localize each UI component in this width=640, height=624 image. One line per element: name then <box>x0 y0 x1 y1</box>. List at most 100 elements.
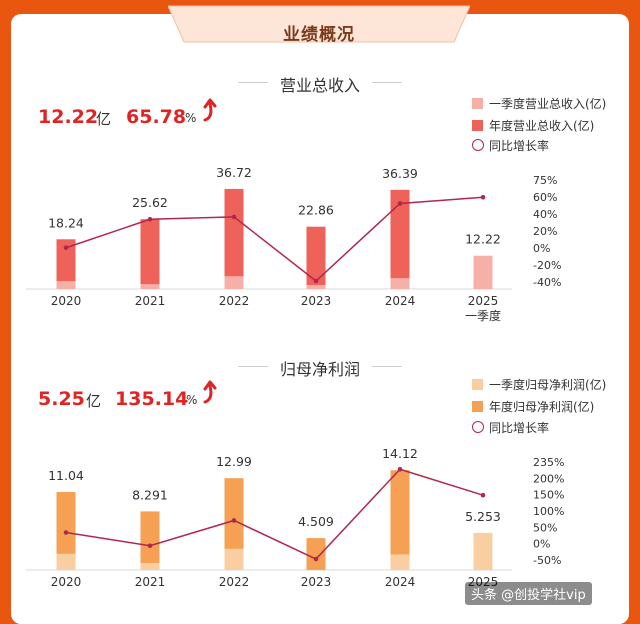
bar-data-label: 18.24 <box>48 215 84 230</box>
growth-rate-point <box>63 530 69 535</box>
annual-bar <box>140 219 160 289</box>
revenue-kpi-unit: 亿 <box>96 110 112 128</box>
quarter-bar <box>140 562 160 570</box>
bar-data-label: 12.99 <box>216 454 252 469</box>
x-tick-label: 2025 <box>468 575 499 589</box>
right-axis-tick-label: 20% <box>533 225 557 238</box>
quarter-bar <box>224 548 244 570</box>
growth-rate-point <box>147 543 153 549</box>
legend-swatch <box>472 98 483 109</box>
annual-bar <box>56 239 76 289</box>
right-axis-tick-label: -40% <box>533 276 561 289</box>
legend-swatch <box>472 401 483 412</box>
x-tick-label: 2020 <box>51 294 82 308</box>
quarter-bar <box>390 554 410 570</box>
growth-rate-point <box>313 278 319 284</box>
right-axis-tick-label: 50% <box>533 521 557 534</box>
bar-data-label: 4.509 <box>298 514 334 529</box>
legend-swatch <box>472 120 483 131</box>
x-tick-label: 2022 <box>219 575 250 589</box>
bar-data-label: 36.72 <box>216 165 252 180</box>
growth-rate-point <box>147 216 153 222</box>
right-axis-tick-label: -50% <box>533 554 561 567</box>
annual-bar <box>140 511 160 570</box>
bar-data-label: 14.12 <box>382 446 418 461</box>
revenue-kpi-growth-unit: % <box>185 111 197 125</box>
bar-data-label: 11.04 <box>48 468 84 483</box>
quarter-bar <box>473 532 493 570</box>
annual-bar <box>306 538 326 570</box>
annual-bar <box>306 226 326 289</box>
x-tick-label: 2021 <box>135 575 166 589</box>
x-tick-label: 2023 <box>301 575 332 589</box>
legend-swatch <box>472 379 483 390</box>
annual-bar <box>390 189 410 289</box>
title-divider-right <box>372 82 402 83</box>
x-tick-label: 2024 <box>385 294 416 308</box>
growth-rate-point <box>313 556 319 562</box>
quarter-bar <box>224 276 244 289</box>
growth-rate-line <box>65 468 484 560</box>
revenue-kpi-growth: 65.78 <box>126 106 187 128</box>
growth-rate-point <box>480 492 486 498</box>
bar-data-label: 25.62 <box>132 195 168 210</box>
profit-kpi-growth-unit: % <box>186 393 198 407</box>
growth-rate-point <box>63 245 69 251</box>
growth-arrow-icon <box>203 380 217 404</box>
growth-rate-point <box>397 201 403 206</box>
legend-label: 一季度营业总收入(亿) <box>489 97 607 111</box>
right-axis-tick-label: 60% <box>533 191 557 204</box>
x-tick-label: 2020 <box>51 575 82 589</box>
x-tick-label: 2022 <box>219 294 250 308</box>
growth-rate-line <box>65 196 484 282</box>
right-axis-tick-label: 0% <box>533 242 550 255</box>
legend-label: 同比增长率 <box>489 139 550 153</box>
x-tick-label: 2023 <box>301 294 332 308</box>
profit-kpi-growth: 135.14 <box>115 388 189 410</box>
x-tick-label: 一季度 <box>465 308 501 323</box>
revenue-section-title: 营业总收入 <box>279 76 360 95</box>
bar-data-label: 5.253 <box>465 509 501 524</box>
right-axis-tick-label: 235% <box>533 456 564 469</box>
revenue-chart: 18.24 2020 25.62 2021 36.72 2022 22.86 2023 36.3… <box>26 165 561 323</box>
growth-rate-point <box>480 194 486 200</box>
x-tick-label: 2024 <box>385 575 416 589</box>
watermark: 头条 @创投学社vip <box>465 582 592 605</box>
right-axis-tick-label: 200% <box>533 472 564 485</box>
growth-rate-point <box>397 466 403 472</box>
legend-label: 同比增长率 <box>489 421 550 435</box>
profit-kpi-value: 5.25 <box>38 388 85 410</box>
quarter-bar <box>140 284 160 289</box>
right-axis-tick-label: 0% <box>533 538 550 551</box>
right-axis-tick-label: -20% <box>533 259 561 272</box>
legend-swatch-circle <box>472 421 484 433</box>
annual-bar <box>224 188 244 289</box>
right-axis-tick-label: 40% <box>533 208 557 221</box>
profit-kpi-unit: 亿 <box>86 392 102 410</box>
annual-bar <box>224 478 244 570</box>
right-axis-tick-label: 100% <box>533 505 564 518</box>
right-axis-tick-label: 150% <box>533 489 564 502</box>
growth-rate-point <box>231 518 237 523</box>
quarter-bar <box>473 255 493 289</box>
legend-label: 一季度归母净利润(亿) <box>489 378 607 392</box>
quarter-bar <box>56 281 76 289</box>
x-tick-label: 2021 <box>135 294 166 308</box>
title-divider-left <box>238 366 268 367</box>
title-divider-left <box>238 82 268 83</box>
bar-data-label: 22.86 <box>298 203 334 218</box>
right-axis-tick-label: 75% <box>533 174 557 187</box>
growth-rate-point <box>231 214 237 220</box>
bar-data-label: 12.22 <box>465 232 501 247</box>
legend-label: 年度营业总收入(亿) <box>489 119 595 133</box>
legend-swatch-circle <box>472 139 484 151</box>
legend-label: 年度归母净利润(亿) <box>489 400 595 414</box>
x-tick-label: 2025 <box>468 294 499 308</box>
profit-section-title: 归母净利润 <box>279 360 360 379</box>
revenue-kpi-value: 12.22 <box>38 106 99 128</box>
header-title: 业绩概况 <box>283 25 355 45</box>
quarter-bar <box>306 284 326 289</box>
bar-data-label: 36.39 <box>382 166 418 181</box>
bar-data-label: 8.291 <box>132 487 168 502</box>
header-tab <box>168 5 470 43</box>
